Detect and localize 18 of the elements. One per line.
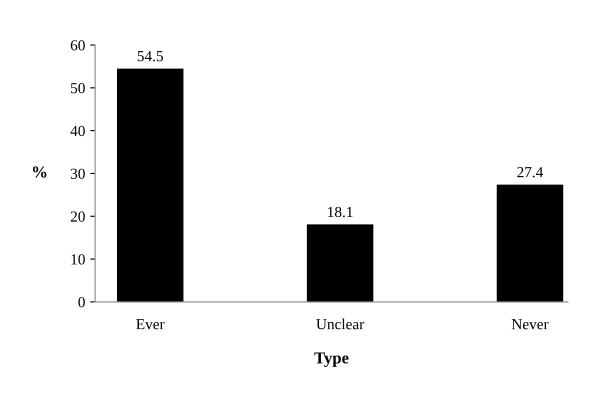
bar bbox=[116, 68, 184, 302]
data-label: 27.4 bbox=[517, 167, 544, 178]
data-label: 54.5 bbox=[138, 51, 163, 62]
y-tick-label: 10 bbox=[71, 254, 85, 265]
data-label: 18.1 bbox=[328, 206, 353, 218]
y-tick-label: 30 bbox=[70, 168, 85, 179]
x-tick-label: Unclear bbox=[316, 318, 364, 330]
bar bbox=[496, 184, 564, 302]
x-axis-title: Type bbox=[314, 352, 349, 367]
y-tick-label: 50 bbox=[71, 82, 85, 94]
x-tick-label: Never bbox=[512, 319, 548, 330]
y-tick-label: 0 bbox=[78, 297, 85, 308]
y-axis-title: % bbox=[32, 166, 46, 178]
bar bbox=[306, 224, 374, 302]
y-tick-label: 20 bbox=[70, 211, 85, 222]
y-tick-label: 60 bbox=[70, 40, 85, 50]
y-tick-label: 40 bbox=[70, 126, 85, 136]
x-tick-label: Ever bbox=[136, 319, 164, 330]
